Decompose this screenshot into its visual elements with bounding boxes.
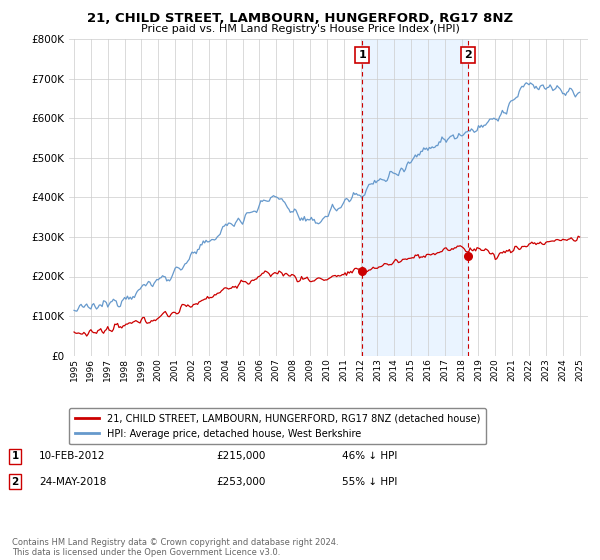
Legend: 21, CHILD STREET, LAMBOURN, HUNGERFORD, RG17 8NZ (detached house), HPI: Average : 21, CHILD STREET, LAMBOURN, HUNGERFORD, … bbox=[68, 408, 486, 445]
Text: Price paid vs. HM Land Registry's House Price Index (HPI): Price paid vs. HM Land Registry's House … bbox=[140, 24, 460, 34]
Text: 2: 2 bbox=[11, 477, 19, 487]
Text: 24-MAY-2018: 24-MAY-2018 bbox=[39, 477, 106, 487]
Text: 46% ↓ HPI: 46% ↓ HPI bbox=[342, 451, 397, 461]
Text: 55% ↓ HPI: 55% ↓ HPI bbox=[342, 477, 397, 487]
Text: £253,000: £253,000 bbox=[216, 477, 265, 487]
Text: 1: 1 bbox=[11, 451, 19, 461]
Text: 1: 1 bbox=[358, 50, 366, 60]
Bar bbox=[362, 39, 468, 356]
Text: £215,000: £215,000 bbox=[216, 451, 265, 461]
Text: 10-FEB-2012: 10-FEB-2012 bbox=[39, 451, 106, 461]
Text: Contains HM Land Registry data © Crown copyright and database right 2024.
This d: Contains HM Land Registry data © Crown c… bbox=[12, 538, 338, 557]
Text: 2: 2 bbox=[464, 50, 472, 60]
Text: 21, CHILD STREET, LAMBOURN, HUNGERFORD, RG17 8NZ: 21, CHILD STREET, LAMBOURN, HUNGERFORD, … bbox=[87, 12, 513, 25]
